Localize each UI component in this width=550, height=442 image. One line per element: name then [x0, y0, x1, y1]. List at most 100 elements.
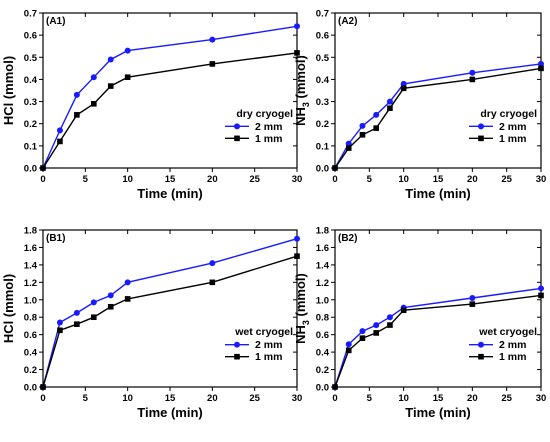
y-axis-title-main: HCl (mmol) — [1, 274, 16, 343]
series-line-2mm — [334, 63, 542, 169]
y-tick-label: 0.5 — [24, 53, 38, 64]
y-tick-label: 0.4 — [316, 75, 330, 86]
legend-marker — [234, 135, 240, 142]
chart-panel-2: 0 5 10 15 20 25 30 0.0 0.1 0.2 0.3 0.4 0.5 0.6 0.7 (A2)… — [293, 9, 546, 202]
y-tick-label: 0.0 — [24, 383, 37, 394]
y-tick-label: 0.6 — [24, 31, 37, 42]
y-axis-title: NH3 (mmol) — [293, 273, 311, 344]
legend-label: 2 mm — [499, 121, 526, 133]
data-point — [40, 384, 46, 390]
data-point — [469, 76, 476, 83]
y-tick-label: 0.0 — [24, 164, 37, 175]
data-point — [400, 80, 407, 87]
y-axis-title-unit: (mmol) — [293, 55, 308, 102]
series-line-1mm — [42, 52, 298, 169]
data-point — [73, 309, 80, 316]
x-tick-label: 15 — [165, 174, 176, 185]
data-point — [74, 321, 80, 327]
x-tick-label: 30 — [536, 393, 547, 404]
legend-label: 2 mm — [255, 121, 282, 133]
y-tick-label: 0.0 — [316, 383, 329, 394]
data-point — [345, 140, 352, 147]
data-point — [359, 122, 366, 129]
series-line-2mm — [42, 25, 298, 169]
data-point — [40, 165, 46, 171]
y-axis-title-main: NH — [293, 107, 308, 126]
y-tick-label: 0.3 — [316, 97, 329, 108]
data-point — [107, 83, 114, 89]
y-tick-label: 0.2 — [316, 365, 329, 376]
data-point — [345, 341, 352, 348]
x-tick-label: 20 — [467, 393, 478, 404]
data-point — [373, 322, 380, 329]
x-tick-label: 10 — [398, 174, 409, 185]
data-point — [74, 112, 80, 118]
data-point — [209, 36, 216, 43]
data-point — [373, 125, 379, 131]
legend-marker — [478, 123, 484, 130]
data-point — [387, 105, 393, 112]
x-tick-label: 10 — [398, 393, 409, 404]
chart-panel-1: 0 5 10 15 20 25 30 0.0 0.1 0.2 0.3 0.4 0.5 0.6 0.7 (A1)… — [1, 9, 302, 202]
data-point — [124, 74, 131, 81]
panel-label: (A1) — [46, 16, 65, 27]
x-tick-label: 30 — [536, 174, 547, 185]
legend-label: 1 mm — [255, 351, 282, 363]
data-point — [209, 61, 216, 67]
y-tick-label: 1.0 — [24, 295, 37, 306]
y-tick-label: 0.5 — [316, 53, 330, 64]
y-axis-title: HCl (mmol) — [1, 274, 16, 343]
series-line-2mm — [334, 287, 542, 388]
legend-title: dry cryogel — [480, 108, 537, 120]
data-point — [73, 91, 80, 98]
legend-marker — [234, 341, 240, 348]
chart-panel-4: 0 5 10 15 20 25 30 0.0 0.2 0.4 0.6 0.8 1.0 1.2 1.4 1.6 1… — [293, 226, 546, 421]
data-point — [538, 285, 544, 292]
legend-label: 1 mm — [499, 351, 526, 363]
y-tick-label: 0.8 — [24, 313, 37, 324]
data-point — [294, 235, 300, 242]
data-point — [124, 47, 131, 54]
data-point — [345, 145, 352, 151]
y-axis-title-unit: (mmol) — [293, 273, 308, 320]
data-point — [107, 292, 114, 299]
y-tick-label: 0.1 — [24, 141, 38, 152]
data-point — [91, 100, 97, 107]
x-axis-title: Time (min) — [405, 405, 471, 420]
y-tick-label: 1.6 — [24, 243, 37, 254]
x-tick-label: 25 — [501, 174, 512, 185]
data-point — [345, 347, 352, 354]
x-axis-title: Time (min) — [137, 186, 203, 201]
y-tick-label: 1.2 — [316, 278, 329, 289]
y-axis-title: NH3 (mmol) — [293, 55, 311, 126]
y-tick-label: 0.4 — [24, 75, 38, 86]
data-point — [359, 335, 366, 341]
legend-label: 2 mm — [255, 339, 282, 351]
x-tick-label: 20 — [207, 174, 218, 185]
data-point — [56, 127, 63, 134]
data-point — [386, 98, 393, 105]
legend-marker — [478, 341, 484, 348]
y-tick-label: 1.4 — [316, 260, 330, 271]
x-tick-label: 0 — [40, 174, 45, 185]
x-tick-label: 25 — [249, 174, 260, 185]
x-axis-title: Time (min) — [137, 405, 203, 420]
y-axis-title-main: HCl (mmol) — [1, 56, 16, 125]
data-point — [332, 384, 338, 390]
y-tick-label: 0.7 — [316, 9, 329, 20]
legend-title: wet cryogel — [478, 326, 537, 338]
data-point — [57, 138, 63, 145]
data-point — [294, 23, 300, 30]
x-tick-label: 30 — [292, 393, 303, 404]
legend-marker — [478, 135, 484, 142]
data-point — [90, 74, 97, 81]
y-tick-label: 0.4 — [316, 348, 330, 359]
plot-frame — [42, 229, 298, 388]
x-tick-label: 10 — [122, 174, 133, 185]
plot-frame — [334, 229, 542, 388]
data-point — [90, 299, 97, 306]
data-point — [373, 330, 379, 336]
x-axis-title: Time (min) — [405, 186, 471, 201]
data-point — [469, 295, 476, 302]
